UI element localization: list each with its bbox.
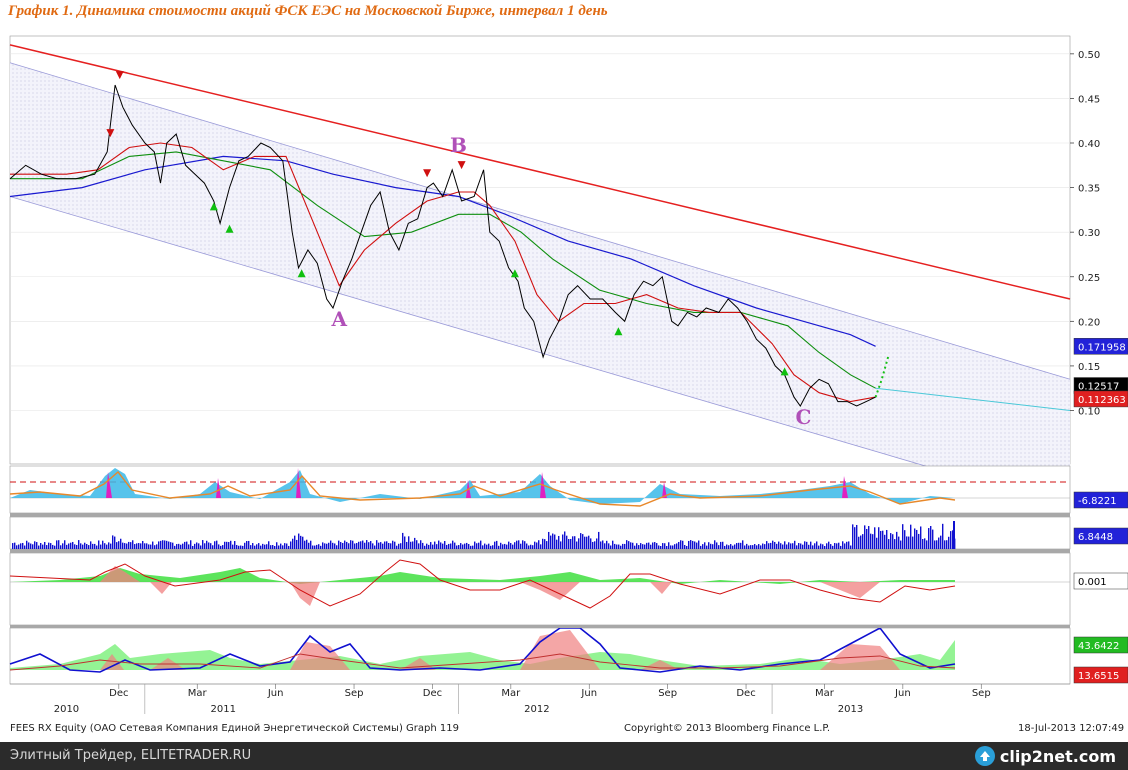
sell-signal-marker [423, 169, 432, 178]
volume-value: 6.8448 [1073, 527, 1128, 545]
buy-signal-marker [297, 269, 306, 278]
y-tick-label: 0.45 [1078, 94, 1100, 105]
indicator-3-signal-line [9, 559, 956, 609]
indicator-panel-3: 0.001 [9, 552, 1128, 626]
channel-upper-line [9, 62, 1071, 380]
x-month-label: Jun [580, 688, 597, 699]
y-tick-label: 0.35 [1078, 184, 1100, 195]
extension-line [875, 387, 1071, 411]
time-axis: Dec Mar Jun Sep Dec Mar Jun Sep Dec Mar Jun Sep 2010… [10, 683, 1070, 715]
last-value-tags: 0.171958 0.12517 0.112363 [1073, 338, 1128, 408]
chart-title: График 1. Динамика стоимости акций ФСК Е… [8, 3, 608, 19]
wave-label: C [795, 405, 811, 429]
x-month-label: Dec [736, 688, 755, 699]
buy-signal-marker [614, 327, 623, 336]
footer-site-label: Элитный Трейдер, ELITETRADER.RU [10, 748, 252, 763]
clip2net-logo[interactable]: clip2net.com [974, 744, 1116, 768]
wave-labels: A B C [331, 133, 812, 429]
volume-bars [12, 521, 956, 549]
last-value-ma-short: 0.112363 [1073, 390, 1128, 408]
indicator-1-value-text: -6.8221 [1078, 496, 1117, 507]
last-value-ma-long: 0.171958 [1073, 338, 1128, 355]
volume-value-text: 6.8448 [1078, 532, 1113, 543]
x-year-label: 2012 [524, 704, 549, 715]
indicator-4-value-1: 43.6422 [1073, 636, 1128, 654]
x-year-label: 2010 [54, 704, 79, 715]
x-month-label: Dec [423, 688, 442, 699]
x-month-label: Sep [345, 688, 364, 699]
indicator-1-line [9, 470, 956, 507]
y-tick-label: 0.25 [1078, 273, 1100, 284]
projection-line [874, 356, 890, 398]
trend-line [9, 44, 1071, 300]
y-tick-label: 0.15 [1078, 362, 1100, 373]
x-month-label: Sep [658, 688, 677, 699]
wave-label: A [331, 307, 348, 331]
sell-signal-marker [106, 129, 115, 138]
x-month-label: Mar [815, 688, 835, 699]
last-value-ma-short-text: 0.112363 [1078, 395, 1126, 406]
timestamp: 18-Jul-2013 12:07:49 [1018, 723, 1124, 734]
x-month-label: Sep [972, 688, 991, 699]
channel-lower-line [9, 196, 1071, 509]
indicator-4-value-2-text: 13.6515 [1078, 671, 1119, 682]
indicator-panel-4: 43.6422 13.6515 [9, 626, 1128, 685]
copyright: Copyright© 2013 Bloomberg Finance L.P. [624, 723, 830, 734]
indicator-1-value: -6.8221 [1073, 491, 1128, 509]
y-tick-label: 0.50 [1078, 50, 1100, 61]
buy-signal-marker [209, 202, 218, 211]
indicator-4-positive-fill [10, 640, 955, 670]
y-tick-label: 0.40 [1078, 139, 1100, 150]
indicator-4-red-line [9, 653, 956, 671]
y-tick-label: 0.10 [1078, 407, 1100, 418]
x-month-label: Jun [267, 688, 284, 699]
chart-canvas: A B C 0.50 0.45 0.40 0.35 0.30 0.25 0.20 0.15 0.10… [9, 35, 1128, 734]
price-axis: 0.50 0.45 0.40 0.35 0.30 0.25 0.20 0.15 0.10 [1070, 50, 1100, 418]
ma-long-line [9, 155, 876, 347]
indicator-4-blue-line [9, 626, 956, 673]
x-year-label: 2011 [211, 704, 236, 715]
y-tick-label: 0.30 [1078, 228, 1100, 239]
source-line: FEES RX Equity (ОАО Сетевая Компания Еди… [10, 723, 459, 734]
last-value-price-text: 0.12517 [1078, 382, 1119, 393]
clip2net-logo-text: clip2net.com [999, 746, 1116, 766]
indicator-4-value-1-text: 43.6422 [1078, 641, 1119, 652]
last-value-ma-long-text: 0.171958 [1078, 342, 1126, 353]
sell-signal-marker [115, 71, 124, 80]
footer-bar: Элитный Трейдер, ELITETRADER.RU clip2net… [0, 742, 1128, 770]
ma-mid-line [10, 151, 876, 389]
x-year-label: 2013 [838, 704, 863, 715]
buy-signal-marker [510, 269, 519, 278]
signal-markers [106, 71, 789, 376]
indicator-4-value-2: 13.6515 [1073, 666, 1128, 684]
clip2net-logo-icon [974, 746, 995, 766]
x-month-label: Jun [894, 688, 911, 699]
volume-panel: 6.8448 [9, 516, 1128, 550]
wave-label: B [450, 133, 467, 157]
indicator-panel-1: -6.8221 [9, 465, 1128, 514]
buy-signal-marker [225, 224, 234, 233]
x-month-label: Mar [188, 688, 208, 699]
y-tick-label: 0.20 [1078, 317, 1100, 328]
indicator-3-value-text: 0.001 [1078, 577, 1107, 588]
price-panel: A B C 0.50 0.45 0.40 0.35 0.30 0.25 0.20 0.15 0.10… [9, 35, 1128, 509]
x-month-label: Dec [109, 688, 128, 699]
buy-signal-marker [780, 367, 789, 376]
indicator-1-histogram [10, 468, 955, 504]
x-month-label: Mar [501, 688, 521, 699]
indicator-4-negative-fill [100, 630, 900, 670]
price-line [9, 84, 876, 407]
sell-signal-marker [457, 161, 466, 170]
indicator-3-value: 0.001 [1073, 572, 1128, 590]
